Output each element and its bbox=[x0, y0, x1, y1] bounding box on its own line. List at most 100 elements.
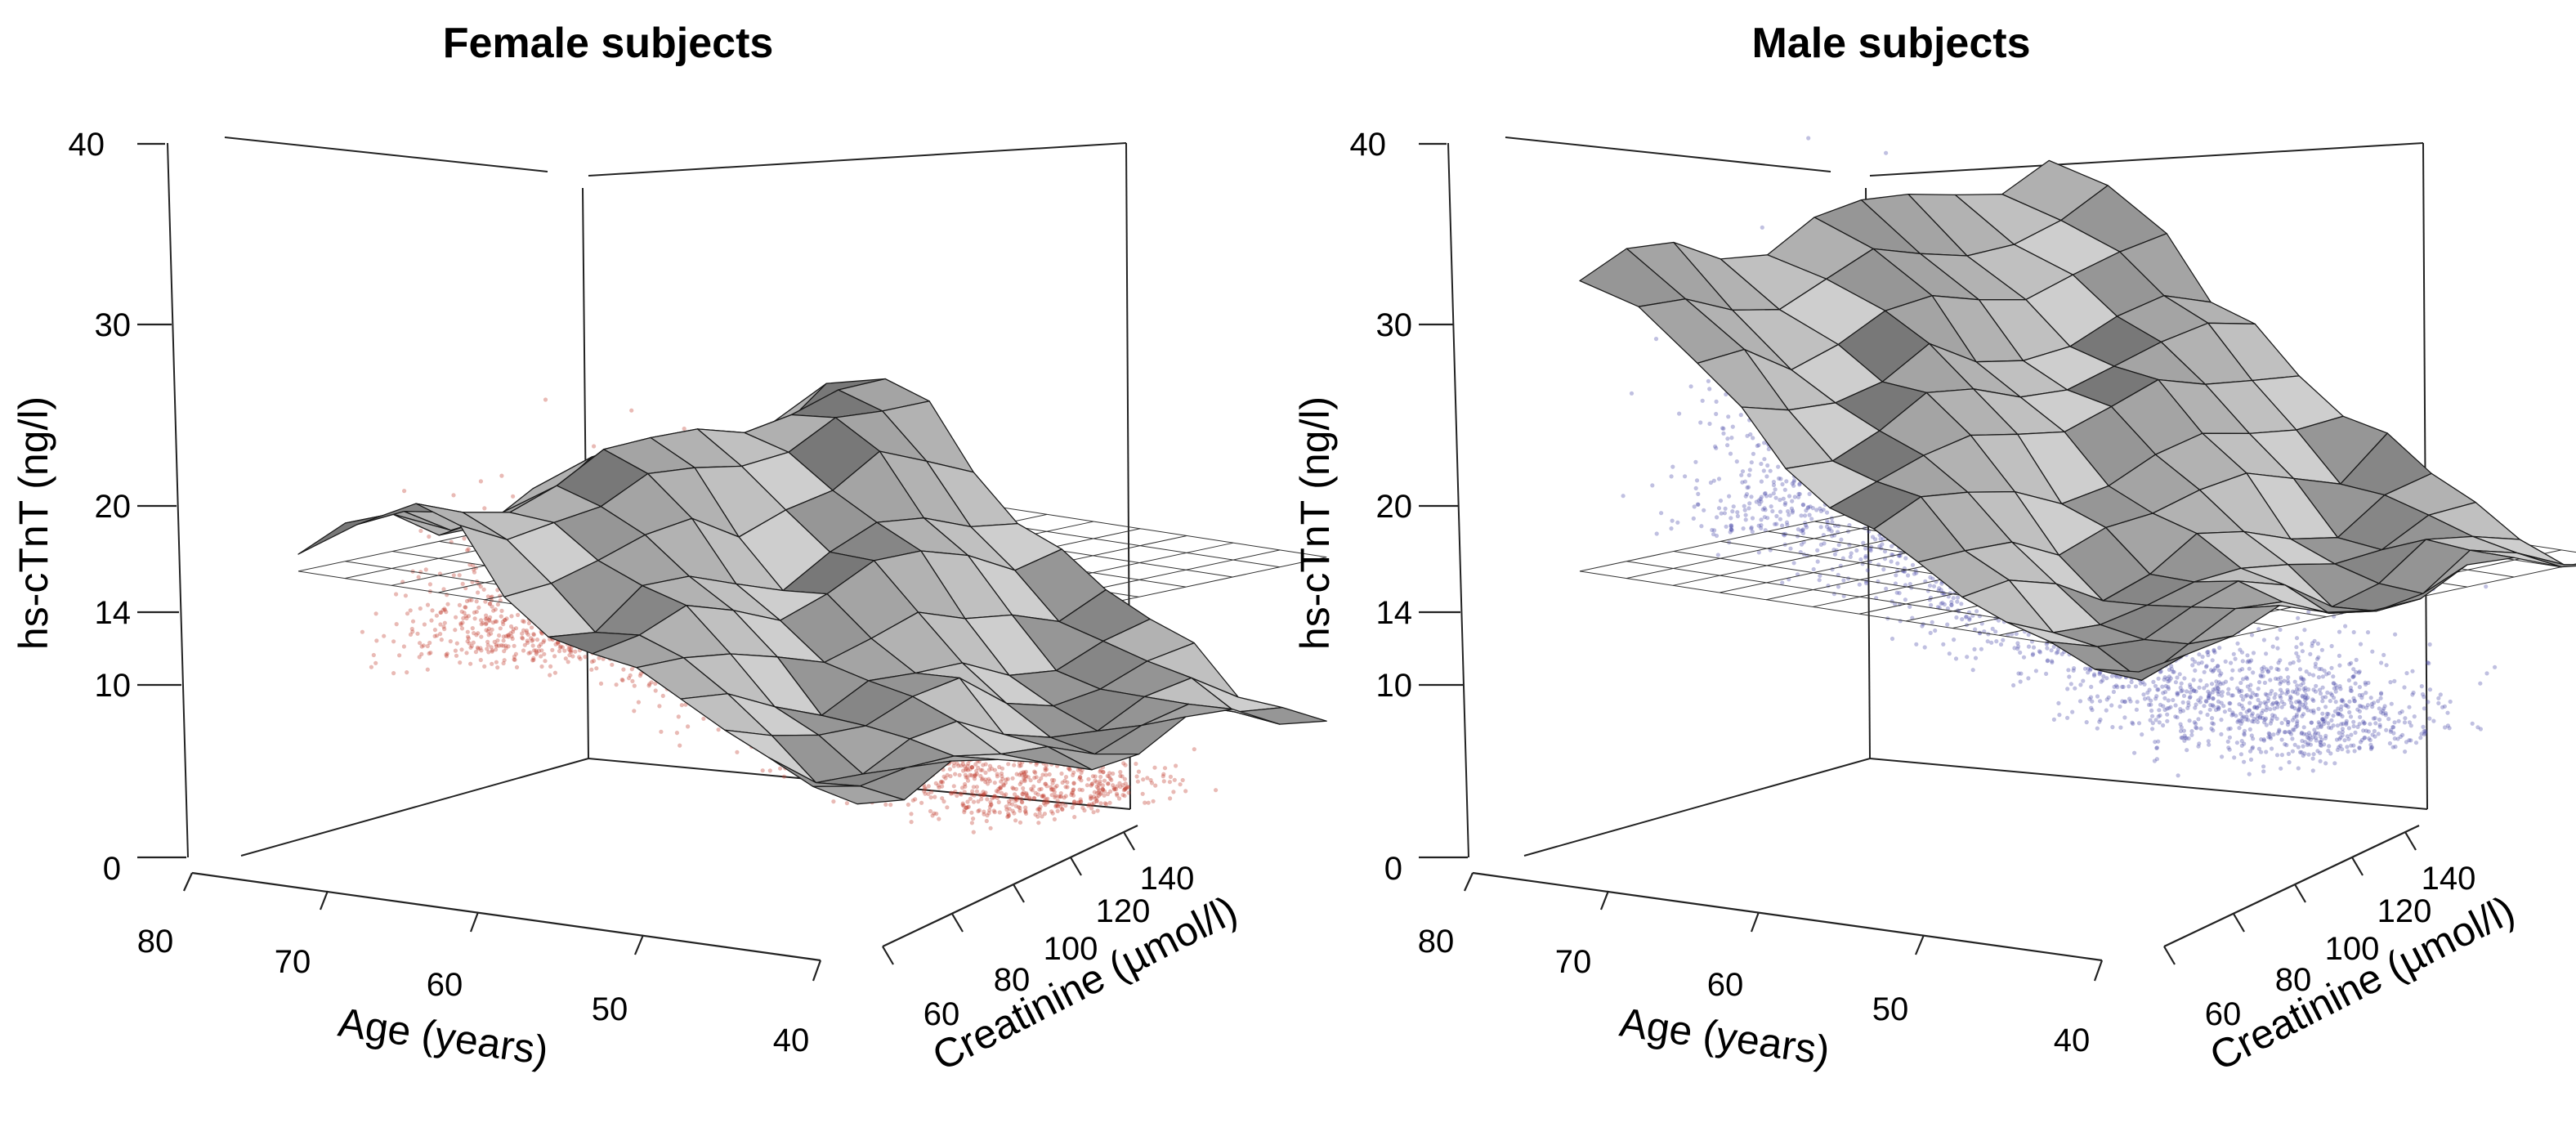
scatter-point bbox=[2037, 650, 2042, 655]
scatter-point bbox=[2104, 708, 2109, 713]
scatter-point bbox=[2178, 709, 2183, 714]
scatter-point bbox=[1890, 599, 1894, 604]
scatter-point bbox=[1782, 487, 1787, 492]
scatter-point bbox=[1134, 761, 1138, 767]
scatter-point bbox=[999, 779, 1004, 784]
x-tick-label: 80 bbox=[137, 924, 174, 960]
scatter-point bbox=[1102, 789, 1107, 794]
scatter-point bbox=[422, 622, 427, 627]
scatter-point bbox=[525, 638, 530, 643]
scatter-point bbox=[2290, 736, 2295, 741]
scatter-point bbox=[958, 791, 963, 796]
scatter-point bbox=[1710, 527, 1715, 533]
scatter-point bbox=[2326, 712, 2331, 717]
scatter-point bbox=[1098, 774, 1103, 780]
scatter-point bbox=[1825, 518, 1830, 524]
scatter-point bbox=[2220, 681, 2225, 686]
scatter-point bbox=[475, 645, 481, 651]
scatter-point bbox=[2098, 717, 2103, 723]
scatter-point bbox=[1001, 782, 1006, 787]
scatter-point bbox=[844, 801, 849, 806]
scatter-point bbox=[1716, 477, 1722, 481]
scatter-point bbox=[532, 648, 537, 653]
scatter-point bbox=[2361, 719, 2366, 724]
scatter-point bbox=[977, 808, 982, 813]
scatter-point bbox=[462, 536, 467, 541]
scatter-point bbox=[2352, 749, 2357, 754]
scatter-point bbox=[2239, 739, 2244, 744]
scatter-point bbox=[2244, 709, 2249, 714]
scatter-point bbox=[2263, 716, 2269, 721]
scatter-point bbox=[2288, 730, 2292, 735]
scatter-point bbox=[2122, 715, 2127, 720]
scatter-point bbox=[397, 653, 402, 658]
scatter-point bbox=[778, 766, 783, 771]
scatter-point bbox=[2211, 687, 2216, 692]
scatter-point bbox=[2153, 718, 2158, 723]
scatter-point bbox=[481, 587, 486, 592]
scatter-point bbox=[1629, 391, 1635, 396]
scatter-point bbox=[1777, 476, 1782, 481]
scatter-point bbox=[1123, 786, 1128, 791]
scatter-point bbox=[493, 619, 498, 624]
scatter-point bbox=[1836, 584, 1841, 589]
scatter-point bbox=[2165, 676, 2170, 682]
scatter-point bbox=[502, 649, 507, 654]
scatter-point bbox=[933, 781, 938, 786]
scatter-point bbox=[1729, 525, 1734, 530]
scatter-point bbox=[530, 638, 534, 643]
scatter-point bbox=[1691, 516, 1696, 521]
scatter-point bbox=[1136, 769, 1141, 774]
scatter-point bbox=[2092, 672, 2097, 677]
scatter-point bbox=[1858, 557, 1863, 562]
scatter-point bbox=[2299, 675, 2304, 680]
scatter-point bbox=[2244, 675, 2249, 680]
scatter-point bbox=[531, 633, 536, 638]
scatter-point bbox=[981, 790, 986, 794]
scatter-point bbox=[1080, 805, 1085, 810]
scatter-point bbox=[2157, 720, 2162, 725]
scatter-point bbox=[2410, 692, 2415, 697]
scatter-point bbox=[2312, 727, 2317, 732]
scatter-point bbox=[2239, 693, 2244, 699]
scatter-point bbox=[1107, 800, 1112, 805]
z-tick-label: 10 bbox=[95, 668, 132, 704]
scatter-point bbox=[1040, 772, 1045, 777]
scatter-point bbox=[1077, 776, 1082, 781]
scatter-point bbox=[1091, 810, 1096, 815]
scatter-point bbox=[1012, 811, 1017, 816]
scatter-point bbox=[2278, 693, 2283, 699]
scatter-point bbox=[465, 639, 470, 644]
scatter-point bbox=[1044, 781, 1049, 786]
scatter-point bbox=[2220, 754, 2225, 759]
scatter-point bbox=[1881, 536, 1885, 541]
scatter-point bbox=[2118, 675, 2122, 680]
scatter-point bbox=[1040, 794, 1044, 799]
scatter-point bbox=[1021, 785, 1026, 791]
panel-male: Male subjects 40 30 20 14 10 0 hs-cTnT (… bbox=[1292, 20, 2576, 1080]
scatter-point bbox=[1718, 499, 1724, 503]
scatter-point bbox=[1057, 802, 1062, 807]
scatter-point bbox=[2357, 722, 2362, 727]
scatter-point bbox=[2272, 706, 2277, 711]
scatter-point bbox=[1797, 482, 1802, 487]
scatter-point bbox=[2208, 703, 2213, 708]
scatter-point bbox=[1014, 772, 1019, 776]
scatter-point bbox=[1017, 763, 1022, 768]
scatter-point bbox=[490, 661, 494, 666]
scatter-point bbox=[2318, 691, 2323, 696]
scatter-point bbox=[2211, 704, 2216, 709]
scatter-point bbox=[2162, 696, 2167, 700]
scatter-point bbox=[499, 614, 503, 619]
scatter-point bbox=[2354, 669, 2359, 674]
scatter-point bbox=[478, 584, 483, 589]
scatter-point bbox=[2328, 691, 2333, 696]
scatter-point bbox=[1973, 655, 1979, 660]
scatter-point bbox=[2168, 676, 2173, 681]
scatter-point bbox=[425, 667, 430, 672]
scatter-point bbox=[566, 660, 570, 664]
scatter-point bbox=[1742, 479, 1747, 484]
scatter-point bbox=[2187, 718, 2192, 723]
scatter-point bbox=[2357, 709, 2362, 714]
scatter-point bbox=[2123, 699, 2128, 705]
